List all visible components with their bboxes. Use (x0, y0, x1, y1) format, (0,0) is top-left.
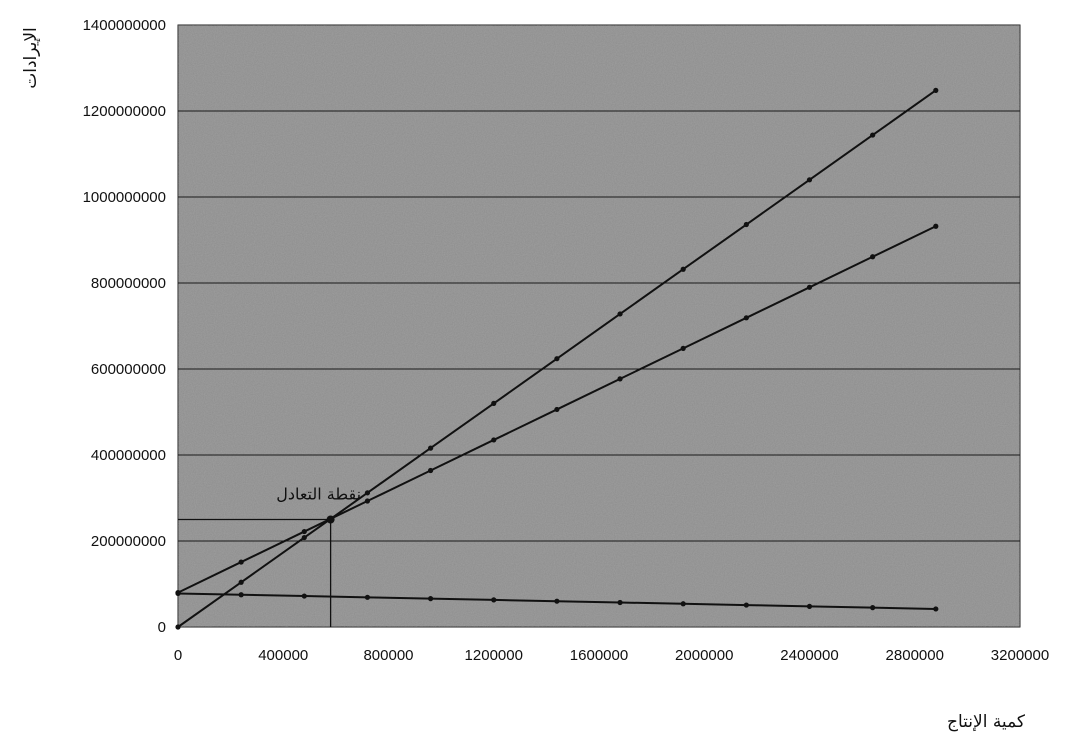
y-tick-label: 0 (158, 619, 166, 636)
y-axis-title: الإيرادات (21, 27, 41, 89)
y-tick-label: 400000000 (91, 447, 166, 464)
data-point (301, 528, 307, 535)
y-tick-label: 1000000000 (83, 189, 166, 206)
data-point (933, 87, 939, 93)
data-point (680, 266, 686, 272)
x-tick-label: 2800000 (886, 647, 944, 664)
series-group (175, 87, 939, 630)
x-tick-label: 3200000 (991, 647, 1049, 664)
data-point (806, 284, 813, 290)
x-tick-label: 0 (174, 647, 182, 664)
data-point (870, 605, 876, 611)
data-point (364, 594, 371, 600)
y-tick-label: 600000000 (91, 361, 166, 378)
data-point (364, 498, 371, 504)
gridlines (178, 110, 1020, 542)
x-tick-label: 1200000 (465, 647, 523, 664)
break-even-point (326, 515, 335, 524)
data-point (870, 254, 876, 260)
y-tick-label: 1400000000 (83, 17, 166, 34)
data-point (428, 445, 434, 451)
y-tick-labels: 0 200000000 400000000 600000000 800000000 100… (83, 17, 166, 636)
x-tick-labels: 0 400000 800000 1200000 1600000 2000000 240000… (174, 647, 1049, 664)
data-point (301, 593, 307, 599)
data-point (301, 534, 307, 541)
y-tick-label: 800000000 (91, 275, 166, 292)
x-tick-label: 2000000 (675, 647, 733, 664)
data-point (491, 400, 497, 406)
data-point (806, 177, 813, 183)
data-point (175, 590, 181, 597)
x-tick-label: 2400000 (780, 647, 838, 664)
data-point (238, 559, 244, 565)
data-point (428, 467, 434, 474)
data-point (806, 603, 813, 609)
data-point (743, 602, 749, 608)
data-point (175, 624, 181, 630)
y-tick-label: 1200000000 (83, 103, 166, 120)
x-tick-label: 800000 (363, 647, 413, 664)
data-point (491, 437, 497, 443)
data-point (617, 599, 623, 606)
x-axis-title: كمية الإنتاج (947, 712, 1026, 732)
data-point (870, 132, 876, 138)
annotation-group: نقطة التعادل (178, 485, 361, 627)
break-even-label: نقطة التعادل (276, 485, 361, 504)
data-point (554, 406, 560, 413)
data-point (554, 356, 560, 362)
y-tick-label: 200000000 (91, 533, 166, 550)
data-point (238, 592, 244, 598)
data-point (238, 579, 244, 585)
data-point (617, 311, 623, 317)
data-point (680, 601, 686, 607)
x-tick-label: 400000 (258, 647, 308, 664)
data-point (933, 223, 939, 229)
x-tick-label: 1600000 (570, 647, 628, 664)
data-point (933, 606, 939, 612)
data-point (364, 490, 371, 496)
data-point (617, 376, 623, 382)
data-point (743, 221, 749, 228)
data-point (428, 596, 434, 602)
data-point (680, 345, 686, 351)
data-point (743, 315, 749, 321)
data-point (554, 598, 560, 604)
data-point (491, 597, 497, 603)
